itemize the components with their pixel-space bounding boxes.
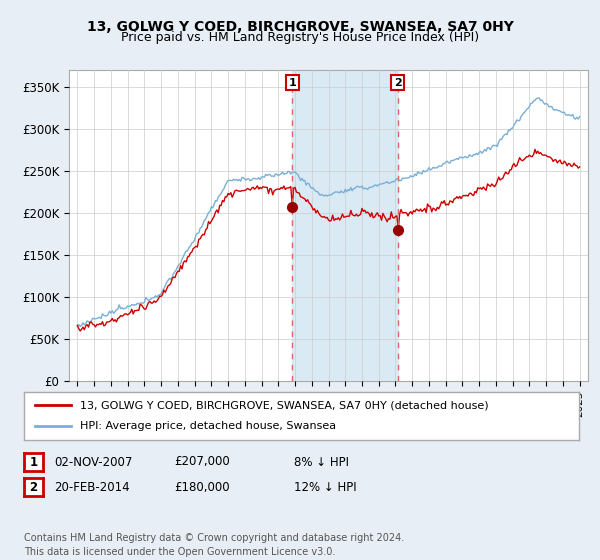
Text: Contains HM Land Registry data © Crown copyright and database right 2024.
This d: Contains HM Land Registry data © Crown c… [24, 533, 404, 557]
Text: 12% ↓ HPI: 12% ↓ HPI [294, 480, 356, 494]
Text: 8% ↓ HPI: 8% ↓ HPI [294, 455, 349, 469]
Text: 2: 2 [29, 480, 38, 494]
Text: £180,000: £180,000 [174, 480, 230, 494]
Text: 02-NOV-2007: 02-NOV-2007 [54, 455, 133, 469]
Text: HPI: Average price, detached house, Swansea: HPI: Average price, detached house, Swan… [79, 421, 335, 431]
Text: 20-FEB-2014: 20-FEB-2014 [54, 480, 130, 494]
Text: £207,000: £207,000 [174, 455, 230, 469]
Text: 13, GOLWG Y COED, BIRCHGROVE, SWANSEA, SA7 0HY (detached house): 13, GOLWG Y COED, BIRCHGROVE, SWANSEA, S… [79, 400, 488, 410]
Text: 1: 1 [29, 455, 38, 469]
Bar [292, 70, 398, 381]
Text: 1: 1 [289, 78, 296, 87]
Text: 13, GOLWG Y COED, BIRCHGROVE, SWANSEA, SA7 0HY: 13, GOLWG Y COED, BIRCHGROVE, SWANSEA, S… [86, 20, 514, 34]
Text: 2: 2 [394, 78, 401, 87]
Text: Price paid vs. HM Land Registry's House Price Index (HPI): Price paid vs. HM Land Registry's House … [121, 31, 479, 44]
